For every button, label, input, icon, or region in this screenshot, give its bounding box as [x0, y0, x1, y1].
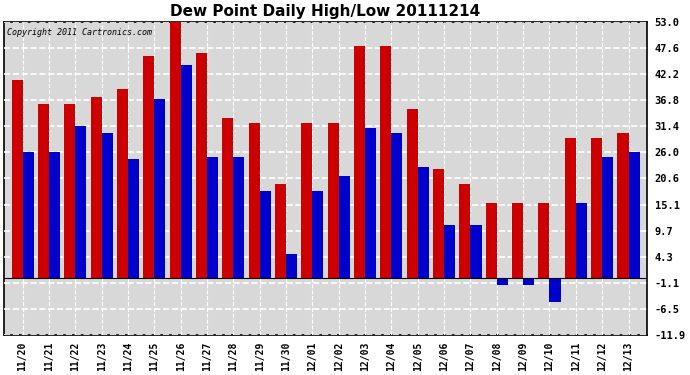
Bar: [512, 203, 523, 278]
Bar: [591, 138, 602, 278]
Bar: [196, 53, 207, 278]
Bar: [275, 183, 286, 278]
Bar: [564, 138, 576, 278]
Bar: [433, 169, 444, 278]
Bar: [602, 157, 613, 278]
Bar: [460, 183, 471, 278]
Bar: [248, 123, 259, 278]
Bar: [12, 80, 23, 278]
Bar: [259, 191, 270, 278]
Bar: [313, 191, 324, 278]
Bar: [339, 176, 350, 278]
Bar: [181, 65, 192, 278]
Bar: [538, 203, 549, 278]
Bar: [75, 126, 86, 278]
Bar: [391, 133, 402, 278]
Bar: [90, 97, 101, 278]
Bar: [144, 56, 155, 278]
Bar: [354, 46, 365, 278]
Bar: [101, 133, 112, 278]
Bar: [486, 203, 497, 278]
Bar: [155, 99, 166, 278]
Bar: [49, 152, 60, 278]
Bar: [549, 278, 560, 302]
Bar: [365, 128, 376, 278]
Bar: [629, 152, 640, 278]
Bar: [233, 157, 244, 278]
Text: Copyright 2011 Cartronics.com: Copyright 2011 Cartronics.com: [8, 28, 152, 37]
Bar: [618, 133, 629, 278]
Bar: [497, 278, 508, 285]
Bar: [286, 254, 297, 278]
Bar: [328, 123, 339, 278]
Bar: [117, 89, 128, 278]
Bar: [417, 166, 428, 278]
Bar: [222, 118, 233, 278]
Bar: [23, 152, 34, 278]
Bar: [64, 104, 75, 278]
Bar: [207, 157, 218, 278]
Bar: [302, 123, 313, 278]
Title: Dew Point Daily High/Low 20111214: Dew Point Daily High/Low 20111214: [170, 4, 481, 19]
Bar: [128, 159, 139, 278]
Bar: [576, 203, 587, 278]
Bar: [38, 104, 49, 278]
Bar: [523, 278, 534, 285]
Bar: [406, 109, 417, 278]
Bar: [444, 225, 455, 278]
Bar: [471, 225, 482, 278]
Bar: [380, 46, 391, 278]
Bar: [170, 22, 181, 278]
